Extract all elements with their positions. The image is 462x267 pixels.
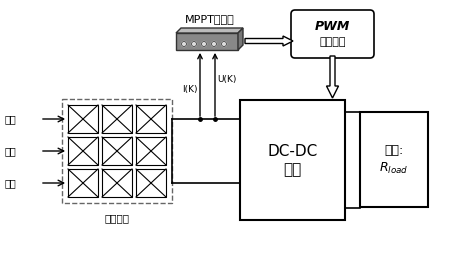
Text: 脉宽调制: 脉宽调制 xyxy=(319,37,346,47)
Text: 光照: 光照 xyxy=(5,114,17,124)
Circle shape xyxy=(212,41,217,46)
Bar xyxy=(102,137,132,165)
Text: MPPT控制器: MPPT控制器 xyxy=(185,14,235,24)
Circle shape xyxy=(221,41,226,46)
Bar xyxy=(240,100,345,220)
Text: PWM: PWM xyxy=(315,21,350,33)
Bar xyxy=(136,105,166,133)
Bar xyxy=(68,169,98,197)
Polygon shape xyxy=(176,28,243,33)
Text: $R_{load}$: $R_{load}$ xyxy=(379,161,409,176)
Text: 光伏电池: 光伏电池 xyxy=(104,213,129,223)
Text: 电路: 电路 xyxy=(283,163,302,178)
Circle shape xyxy=(182,41,187,46)
Text: 光照: 光照 xyxy=(5,178,17,188)
Bar xyxy=(68,137,98,165)
Bar xyxy=(102,169,132,197)
Circle shape xyxy=(201,41,207,46)
Text: I(K): I(K) xyxy=(182,85,198,94)
Polygon shape xyxy=(238,28,243,50)
Text: U(K): U(K) xyxy=(217,75,237,84)
Bar xyxy=(136,137,166,165)
Polygon shape xyxy=(327,56,339,98)
FancyBboxPatch shape xyxy=(291,10,374,58)
Text: 光照: 光照 xyxy=(5,146,17,156)
Text: DC-DC: DC-DC xyxy=(267,143,318,159)
Bar xyxy=(68,105,98,133)
Bar xyxy=(102,105,132,133)
Polygon shape xyxy=(245,36,293,46)
Bar xyxy=(360,112,428,207)
Bar xyxy=(62,99,172,203)
Bar xyxy=(136,169,166,197)
Text: 负载:: 负载: xyxy=(384,144,404,157)
Bar xyxy=(176,33,238,50)
Circle shape xyxy=(192,41,196,46)
